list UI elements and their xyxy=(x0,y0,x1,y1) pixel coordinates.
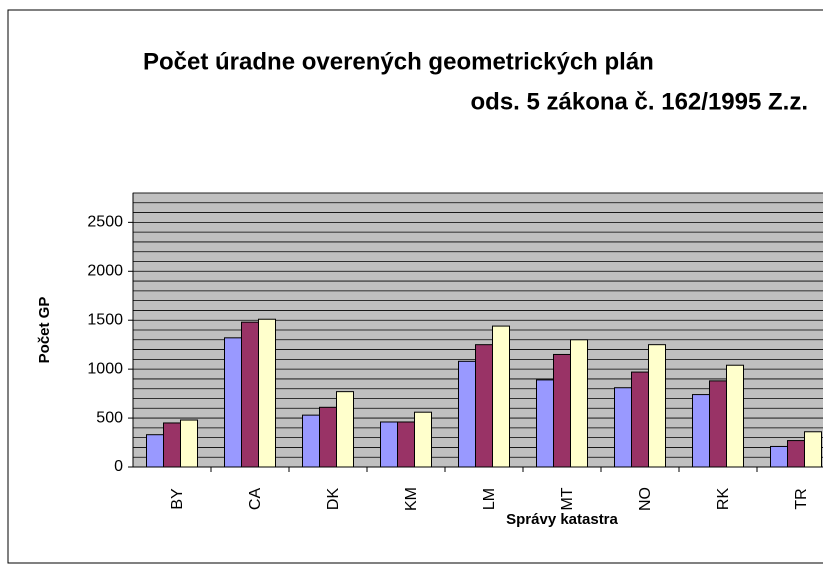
y-tick-label: 500 xyxy=(96,409,123,426)
bar xyxy=(319,406,337,468)
bar xyxy=(648,344,666,468)
bar xyxy=(258,318,276,468)
chart-title: ods. 5 zákona č. 162/1995 Z.z. xyxy=(471,88,809,115)
bar xyxy=(163,422,181,468)
x-tick-label: DK xyxy=(325,488,342,511)
bar xyxy=(553,353,571,468)
bar xyxy=(770,445,788,468)
bar xyxy=(692,394,710,468)
x-tick-label: KM xyxy=(403,487,420,511)
bar xyxy=(570,339,588,468)
bar xyxy=(397,421,415,468)
x-tick-label: NO xyxy=(637,487,654,511)
bar xyxy=(302,414,320,468)
bar xyxy=(180,419,198,468)
y-tick-label: 0 xyxy=(114,458,123,475)
y-tick-label: 1500 xyxy=(87,311,123,328)
bar xyxy=(380,421,398,468)
bar xyxy=(614,387,632,468)
bar xyxy=(241,321,259,468)
chart-title: Počet úradne overených geometrických plá… xyxy=(143,48,654,75)
bar xyxy=(336,391,354,468)
bar xyxy=(709,380,727,468)
y-axis-label: Počet GP xyxy=(36,297,53,364)
x-tick-label: RK xyxy=(715,488,732,511)
x-tick-label: LM xyxy=(481,488,498,510)
bar xyxy=(631,371,649,468)
bar xyxy=(787,440,805,468)
x-tick-label: TR xyxy=(793,488,810,509)
bar xyxy=(475,344,493,468)
x-tick-label: MT xyxy=(559,487,576,510)
y-tick-label: 1000 xyxy=(87,360,123,377)
bar xyxy=(458,360,476,468)
y-tick-label: 2500 xyxy=(87,214,123,231)
x-tick-label: CA xyxy=(247,488,264,511)
x-tick-label: BY xyxy=(169,488,186,510)
x-axis-label: Správy katastra xyxy=(506,511,618,528)
bar xyxy=(726,364,744,468)
bar xyxy=(804,431,822,468)
bar xyxy=(224,337,242,468)
bar xyxy=(414,411,432,468)
bar xyxy=(492,325,510,468)
bar xyxy=(536,379,554,468)
y-tick-label: 2000 xyxy=(87,263,123,280)
bar xyxy=(146,434,164,468)
